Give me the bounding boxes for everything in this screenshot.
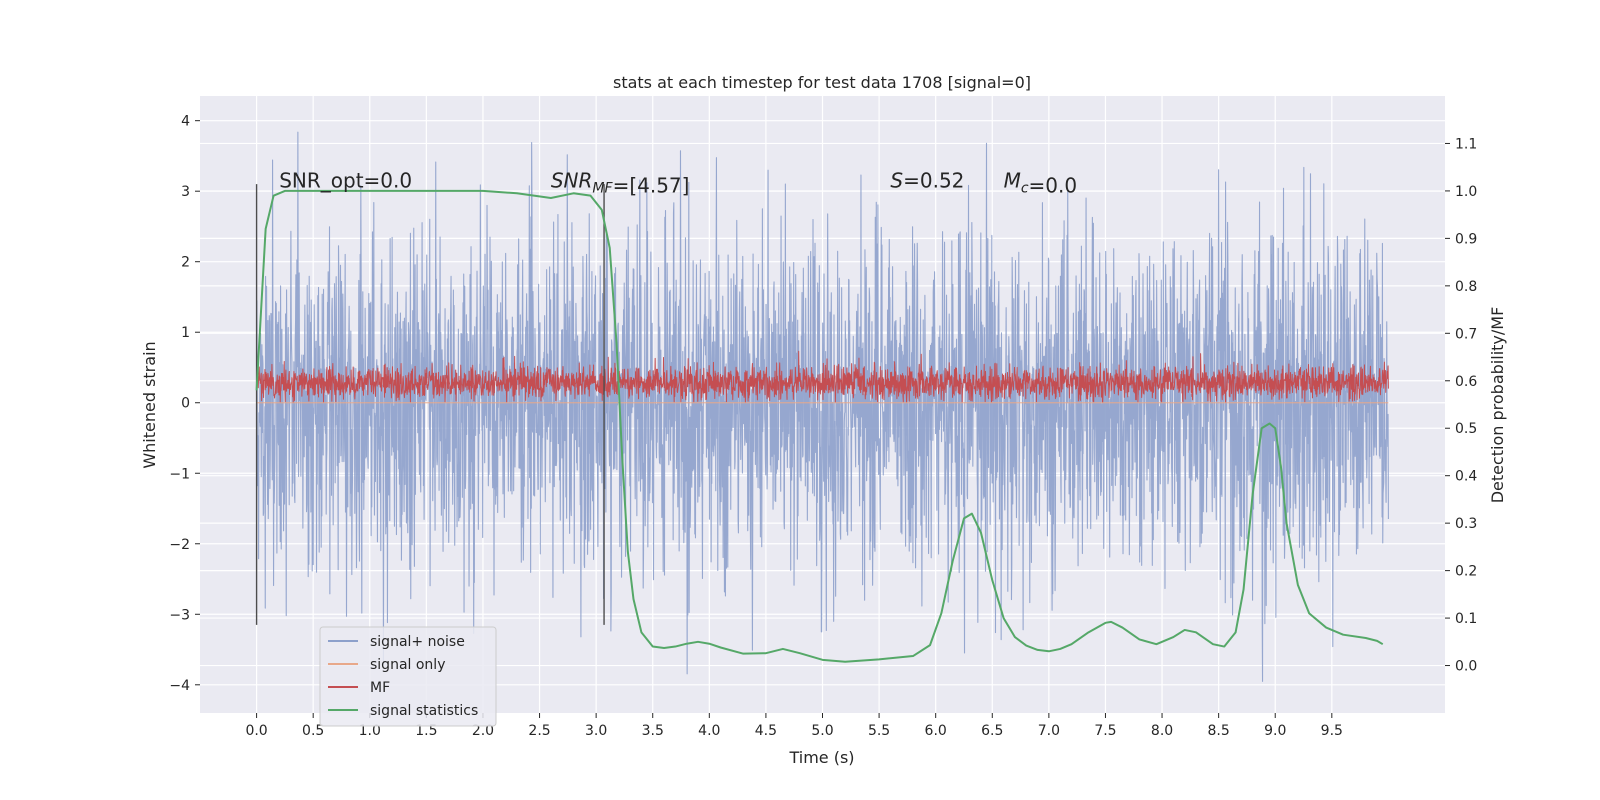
y-tick-label: −2 [169,537,190,553]
y2-tick-label: 0.5 [1455,421,1477,437]
annotation-text: S=0.52 [890,169,964,193]
mf-series [256,350,1389,404]
y2-tick-label: 0.4 [1455,469,1477,485]
chart-title: stats at each timestep for test data 170… [613,73,1031,92]
annotation-text: Mc=0.0 [1004,169,1078,198]
x-tick-label: 3.5 [642,723,664,739]
x-tick-label: 6.5 [981,723,1003,739]
x-tick-label: 4.0 [698,723,720,739]
y2-tick-label: 0.0 [1455,659,1477,675]
y2-tick-label: 0.9 [1455,231,1477,247]
legend-label-signal-only: signal only [370,657,445,673]
annotation-part: SNR [551,169,593,193]
annotation-text: SNR_opt=0.0 [279,169,412,193]
x-ticks: 0.0 0.5 1.0 1.5 2.0 2.5 3.0 3.5 4.0 4.5 5.0 5.5 6.0 6… [245,713,1343,739]
y2-tick-label: 0.2 [1455,564,1477,580]
annotation-part: MF [592,181,613,197]
x-tick-label: 1.5 [415,723,437,739]
y2-tick-label: 1.1 [1455,136,1477,152]
y-ticks: 4 3 2 1 0 −1 −2 −3 −4 [169,114,200,694]
x-tick-label: 9.0 [1264,723,1286,739]
y2-tick-label: 0.6 [1455,374,1477,390]
x-tick-label: 1.0 [359,723,381,739]
vertical-markers [255,184,605,625]
legend: signal+ noise signal only MF signal stat… [319,626,497,727]
legend-label-mf: MF [370,680,390,696]
x-tick-label: 2.0 [472,723,494,739]
mf-line [256,350,1389,404]
annotation-text: SNRMF=[4.57] [551,169,690,198]
y-tick-label: 1 [181,325,190,341]
y2-tick-label: 0.7 [1455,326,1477,342]
y-tick-label: −4 [169,678,190,694]
x-tick-label: 7.5 [1094,723,1116,739]
x-tick-label: 0.5 [302,723,324,739]
annotation-part: SNR_opt=0.0 [279,169,412,193]
x-tick-label: 5.5 [868,723,890,739]
legend-label-signal-statistics: signal statistics [370,703,478,719]
signal-statistics-line [255,189,1384,663]
signal-statistics-series [255,189,1384,663]
y2-tick-label: 1.0 [1455,184,1477,200]
y2-tick-label: 0.3 [1455,516,1477,532]
x-tick-label: 8.5 [1208,723,1230,739]
annotation-part: S [890,169,903,193]
annotation-part: =0.0 [1029,174,1078,198]
x-tick-label: 2.5 [528,723,550,739]
x-tick-label: 5.0 [811,723,833,739]
x-tick-label: 6.0 [925,723,947,739]
y-tick-label: 0 [181,396,190,412]
x-axis-label: Time (s) [788,748,854,767]
x-tick-label: 4.5 [755,723,777,739]
y-tick-label: −3 [169,607,190,623]
x-tick-label: 3.0 [585,723,607,739]
y2-axis-label: Detection probability/MF [1488,307,1507,504]
y-tick-label: 2 [181,255,190,271]
annotation-part: =0.52 [903,169,964,193]
y2-ticks: 1.1 1.0 0.9 0.8 0.7 0.6 0.5 0.4 0.3 0.2 0.1 0.0 [1445,136,1477,675]
y-tick-label: −1 [169,466,190,482]
y2-tick-label: 0.1 [1455,611,1477,627]
annotation-part: c [1021,181,1029,197]
legend-label-signal-noise: signal+ noise [370,634,465,650]
y-axis-label: Whitened strain [140,341,159,468]
x-tick-label: 9.5 [1321,723,1343,739]
x-tick-label: 7.0 [1038,723,1060,739]
x-tick-label: 0.0 [245,723,267,739]
legend-box [319,626,497,727]
y-tick-label: 3 [181,184,190,200]
y2-tick-label: 0.8 [1455,279,1477,295]
annotations: SNR_opt=0.0 SNRMF=[4.57] S=0.52 Mc=0.0 [279,169,1077,198]
y-tick-label: 4 [181,114,190,130]
annotation-part: M [1004,169,1021,193]
x-tick-label: 8.0 [1151,723,1173,739]
annotation-part: =[4.57] [613,174,690,198]
